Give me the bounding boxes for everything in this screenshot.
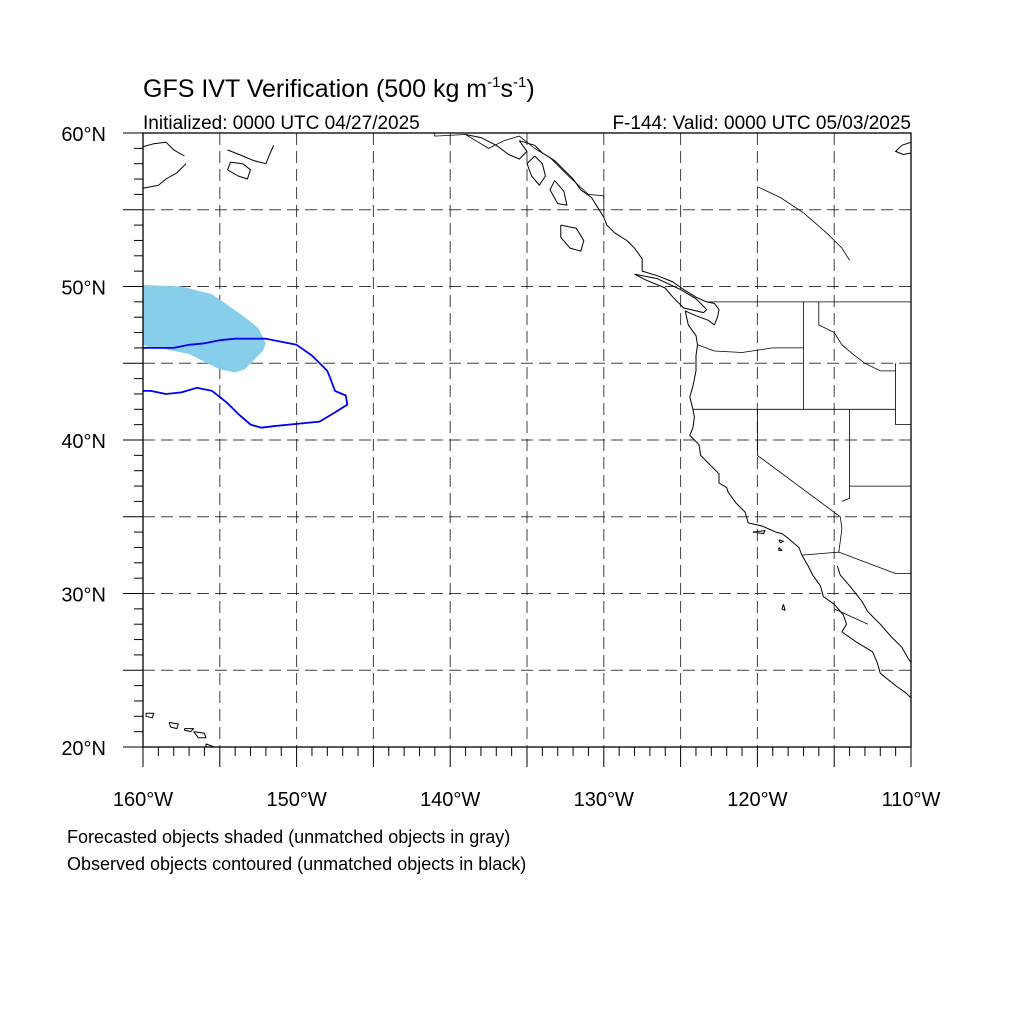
coastline <box>836 565 911 663</box>
political-border <box>818 301 896 372</box>
coastline <box>227 161 251 180</box>
latitude-label: 60°N <box>61 124 106 146</box>
longitude-label: 140°W <box>420 789 480 811</box>
footer-forecast-note: Forecasted objects shaded (unmatched obj… <box>67 827 510 847</box>
coastline <box>778 547 783 551</box>
latitude-label: 50°N <box>61 278 106 300</box>
coastline <box>143 163 187 189</box>
forecast-objects <box>143 285 266 373</box>
coastline <box>634 273 708 314</box>
political-border <box>834 608 869 625</box>
political-border <box>697 344 804 353</box>
coastline <box>143 141 185 157</box>
coastline <box>778 539 784 544</box>
coastline <box>560 224 585 252</box>
observed-objects <box>143 337 349 429</box>
coastline <box>145 712 155 719</box>
coastline <box>184 728 195 733</box>
valid-label: F-144: Valid: 0000 UTC 05/03/2025 <box>612 113 911 134</box>
coastline <box>168 721 179 730</box>
coastline <box>781 604 786 611</box>
political-border <box>757 409 843 553</box>
longitude-label: 150°W <box>266 789 326 811</box>
political-borders <box>434 133 911 625</box>
coastline <box>752 530 766 535</box>
political-border <box>757 186 850 261</box>
latitude-label: 40°N <box>61 431 106 453</box>
longitude-label: 110°W <box>882 789 941 811</box>
coastline <box>895 141 911 155</box>
coastline <box>465 134 528 160</box>
coastline <box>227 145 275 165</box>
forecast-object-shaded <box>143 285 266 373</box>
latitude-labels: 60°N 50°N 40°N 30°N 20°N <box>61 124 106 760</box>
map-panel <box>143 133 911 747</box>
longitude-labels: 160°W 150°W 140°W 130°W 120°W 110°W <box>113 789 941 811</box>
footer-observed-note: Observed objects contoured (unmatched ob… <box>67 854 526 874</box>
coastline <box>519 140 911 699</box>
political-border <box>841 409 850 502</box>
political-border <box>895 363 911 426</box>
longitude-label: 130°W <box>574 789 634 811</box>
axis-ticks <box>123 132 912 767</box>
political-border <box>434 133 605 206</box>
coastline <box>549 180 568 206</box>
coastlines <box>143 134 911 747</box>
longitude-label: 160°W <box>113 789 173 811</box>
latitude-label: 20°N <box>61 738 106 760</box>
political-border <box>801 551 911 574</box>
graticule <box>143 133 911 747</box>
map-title: GFS IVT Verification (500 kg m-1s-1) <box>143 74 535 103</box>
observed-object-contour <box>143 337 349 429</box>
latitude-label: 30°N <box>61 585 106 607</box>
coastline <box>526 155 546 186</box>
longitude-label: 120°W <box>727 789 787 811</box>
coastline <box>193 731 207 739</box>
init-label: Initialized: 0000 UTC 04/27/2025 <box>143 113 420 134</box>
